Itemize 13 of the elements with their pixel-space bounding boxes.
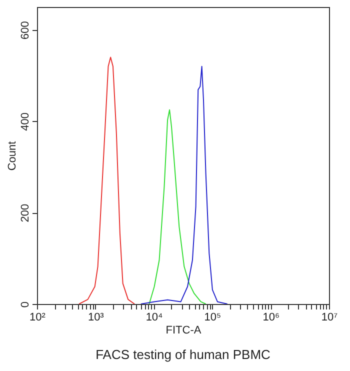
x-tick-label: 10² xyxy=(30,312,46,324)
x-tick-label: 10⁷ xyxy=(321,312,338,324)
x-tick-label: 10⁶ xyxy=(262,312,280,324)
y-tick-label: 0 xyxy=(20,301,32,308)
y-tick-label: 400 xyxy=(20,112,32,131)
text: FACS testing of human PBMC xyxy=(96,347,270,362)
x-tick-label: 10³ xyxy=(88,312,104,324)
x-axis-title: FITC-A xyxy=(166,324,202,336)
x-tick-label: 10⁵ xyxy=(204,312,222,324)
x-tick-label: 10⁴ xyxy=(146,312,164,324)
y-axis-title: Count xyxy=(6,141,18,171)
y-tick-label: 200 xyxy=(20,204,32,222)
y-tick-label: 600 xyxy=(20,21,32,40)
